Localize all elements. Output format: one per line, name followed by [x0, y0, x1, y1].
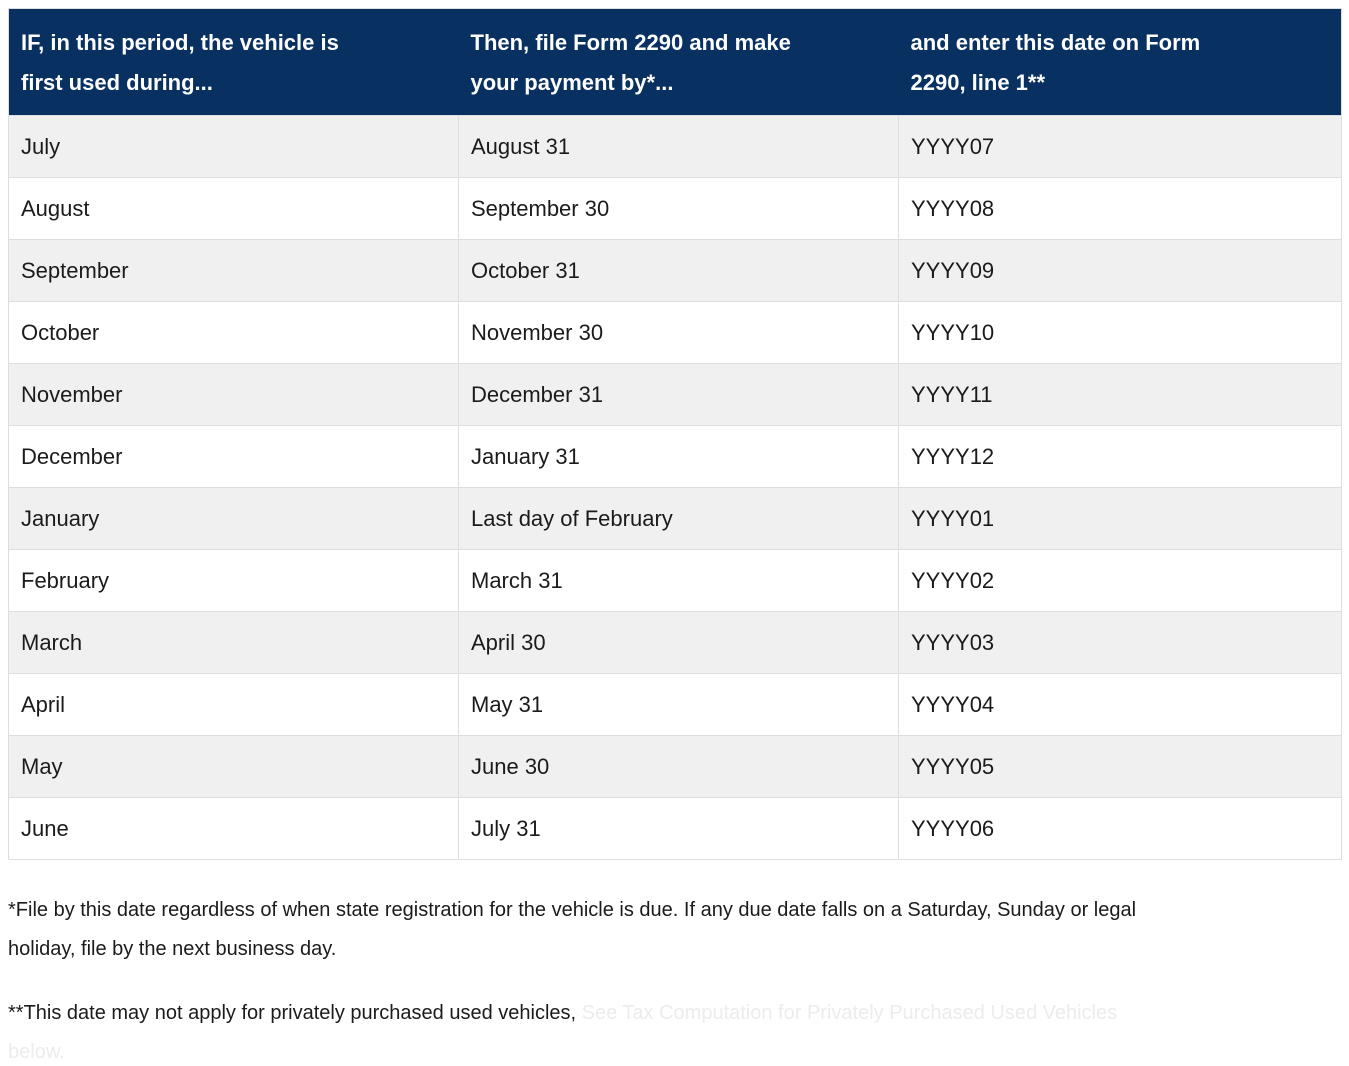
cell-date-code: YYYY10	[898, 301, 1342, 364]
footnotes: *File by this date regardless of when st…	[8, 891, 1341, 1066]
footnote-file-by: *File by this date regardless of when st…	[8, 899, 1137, 960]
cell-date-code: YYYY09	[898, 239, 1342, 302]
cell-date-code: YYYY07	[898, 115, 1342, 178]
cell-date-code: YYYY03	[898, 611, 1342, 674]
table-row: May June 30 YYYY05	[8, 735, 1342, 798]
cell-month: May	[8, 735, 459, 798]
cell-month: July	[8, 115, 459, 178]
table-row: December January 31 YYYY12	[8, 425, 1342, 488]
cell-month: April	[8, 673, 459, 736]
cell-month: January	[8, 487, 459, 550]
cell-file-by: March 31	[458, 549, 899, 612]
cell-date-code: YYYY11	[898, 363, 1342, 426]
table-row: January Last day of February YYYY01	[8, 487, 1342, 550]
table-row: July August 31 YYYY07	[8, 115, 1342, 178]
cell-month: February	[8, 549, 459, 612]
table-row: June July 31 YYYY06	[8, 797, 1342, 860]
table-row: September October 31 YYYY09	[8, 239, 1342, 302]
table-header: IF, in this period, the vehicle is first…	[8, 8, 1342, 116]
cell-file-by: October 31	[458, 239, 899, 302]
footnote-used-vehicles: **This date may not apply for privately …	[8, 994, 1341, 1066]
cell-file-by: April 30	[458, 611, 899, 674]
cell-month: December	[8, 425, 459, 488]
form-2290-deadline-table: IF, in this period, the vehicle is first…	[8, 8, 1342, 860]
cell-month: June	[8, 797, 459, 860]
header-period: IF, in this period, the vehicle is first…	[8, 8, 459, 116]
table-body: July August 31 YYYY07 August September 3…	[8, 115, 1342, 860]
header-row: IF, in this period, the vehicle is first…	[8, 8, 1342, 116]
cell-date-code: YYYY06	[898, 797, 1342, 860]
cell-date-code: YYYY02	[898, 549, 1342, 612]
footnote-used-vehicles-text: **This date may not apply for privately …	[8, 1002, 582, 1024]
cell-month: November	[8, 363, 459, 426]
table-row: October November 30 YYYY10	[8, 301, 1342, 364]
cell-file-by: January 31	[458, 425, 899, 488]
cell-file-by: July 31	[458, 797, 899, 860]
cell-file-by: June 30	[458, 735, 899, 798]
table-row: August September 30 YYYY08	[8, 177, 1342, 240]
cell-month: March	[8, 611, 459, 674]
table-row: April May 31 YYYY04	[8, 673, 1342, 736]
cell-file-by: Last day of February	[458, 487, 899, 550]
cell-date-code: YYYY04	[898, 673, 1342, 736]
cell-date-code: YYYY05	[898, 735, 1342, 798]
header-date-code: and enter this date on Form 2290, line 1…	[898, 8, 1342, 116]
table-row: February March 31 YYYY02	[8, 549, 1342, 612]
tax-computation-link[interactable]: See Tax Computation for Privately Purcha…	[8, 1002, 1118, 1063]
header-file-by: Then, file Form 2290 and make your payme…	[458, 8, 899, 116]
cell-date-code: YYYY08	[898, 177, 1342, 240]
cell-file-by: August 31	[458, 115, 899, 178]
cell-file-by: December 31	[458, 363, 899, 426]
cell-file-by: May 31	[458, 673, 899, 736]
table-row: November December 31 YYYY11	[8, 363, 1342, 426]
cell-date-code: YYYY01	[898, 487, 1342, 550]
cell-month: September	[8, 239, 459, 302]
cell-file-by: September 30	[458, 177, 899, 240]
cell-month: August	[8, 177, 459, 240]
cell-month: October	[8, 301, 459, 364]
table-row: March April 30 YYYY03	[8, 611, 1342, 674]
cell-date-code: YYYY12	[898, 425, 1342, 488]
cell-file-by: November 30	[458, 301, 899, 364]
